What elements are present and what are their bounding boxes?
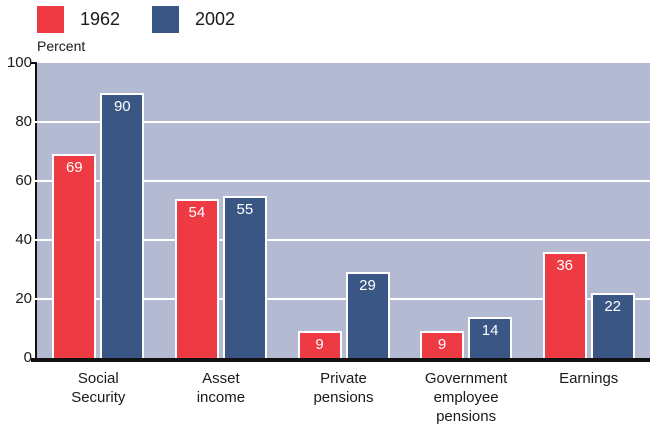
bar-1962-private-pensions: 9	[297, 331, 342, 358]
bar-2002-government-employee-pensions: 14	[468, 316, 513, 358]
x-axis-category-label-earnings: Earnings	[559, 370, 619, 387]
bar-value-label: 55	[236, 200, 254, 218]
x-axis-category-label-asset-income: Asset income	[196, 370, 246, 406]
legend-label-2002: 2002	[195, 8, 236, 29]
bar-value-label: 22	[604, 298, 622, 316]
y-axis-title: Percent	[37, 38, 86, 54]
bar-value-label: 14	[481, 321, 499, 339]
bar-1962-government-employee-pensions: 9	[420, 331, 465, 358]
legend-item-2002: 2002	[152, 5, 235, 33]
x-axis-category-label-government-employee-pensions: Government employee pensions	[424, 370, 508, 425]
gridline-40	[31, 239, 650, 241]
y-axis-line	[35, 63, 37, 362]
bar-value-label: 9	[315, 336, 324, 354]
bar-2002-private-pensions: 29	[345, 272, 390, 358]
bar-value-label: 90	[113, 97, 131, 115]
bar-1962-earnings: 36	[542, 251, 587, 358]
legend-item-1962: 1962	[37, 5, 120, 33]
y-axis-tick-label-20: 20	[15, 290, 32, 307]
y-axis-tick-label-100: 100	[6, 54, 32, 71]
bar-1962-asset-income: 54	[174, 198, 219, 358]
legend-label-1962: 1962	[80, 8, 121, 29]
x-axis-category-label-social-security: Social Security	[71, 370, 126, 406]
y-tick-mark-100	[31, 62, 37, 64]
y-axis-tick-label-40: 40	[15, 231, 32, 248]
y-axis-tick-label-80: 80	[15, 113, 32, 130]
bar-2002-asset-income: 55	[222, 195, 267, 358]
gridline-20	[31, 298, 650, 300]
legend-swatch-1962	[37, 5, 64, 33]
gridline-80	[31, 121, 650, 123]
bar-value-label: 54	[188, 203, 206, 221]
bar-2002-social-security: 90	[100, 92, 145, 358]
y-axis-tick-label-60: 60	[15, 172, 32, 189]
legend-swatch-2002	[152, 5, 179, 33]
x-axis-category-label-private-pensions: Private pensions	[313, 370, 374, 406]
x-axis-line	[31, 358, 650, 362]
bar-value-label: 36	[556, 256, 574, 274]
bar-1962-social-security: 69	[52, 154, 97, 358]
bar-value-label: 69	[65, 159, 83, 177]
y-axis-tick-label-0: 0	[23, 349, 32, 366]
bar-value-label: 9	[437, 336, 447, 354]
bar-value-label: 29	[359, 277, 376, 295]
gridline-60	[31, 180, 650, 182]
bar-2002-earnings: 22	[590, 293, 635, 358]
